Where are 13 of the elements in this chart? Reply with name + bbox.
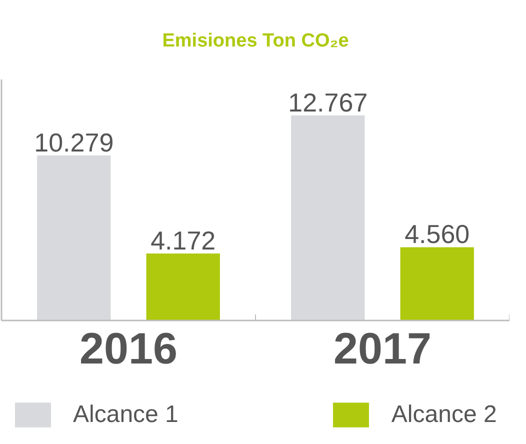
bar — [146, 253, 220, 320]
x-tick-label: 2016 — [80, 324, 178, 374]
bar — [37, 155, 111, 320]
data-label: 10.279 — [34, 127, 114, 158]
bar — [291, 115, 365, 320]
x-tick-label: 2017 — [334, 324, 432, 374]
data-label: 4.560 — [404, 219, 470, 250]
data-label: 12.767 — [288, 87, 368, 118]
legend-label: Alcance 1 — [73, 400, 178, 428]
chart-title: Emisiones Ton CO₂e — [162, 30, 349, 52]
legend-label: Alcance 2 — [391, 400, 497, 428]
bar — [400, 247, 474, 320]
data-label: 4.172 — [150, 225, 216, 256]
